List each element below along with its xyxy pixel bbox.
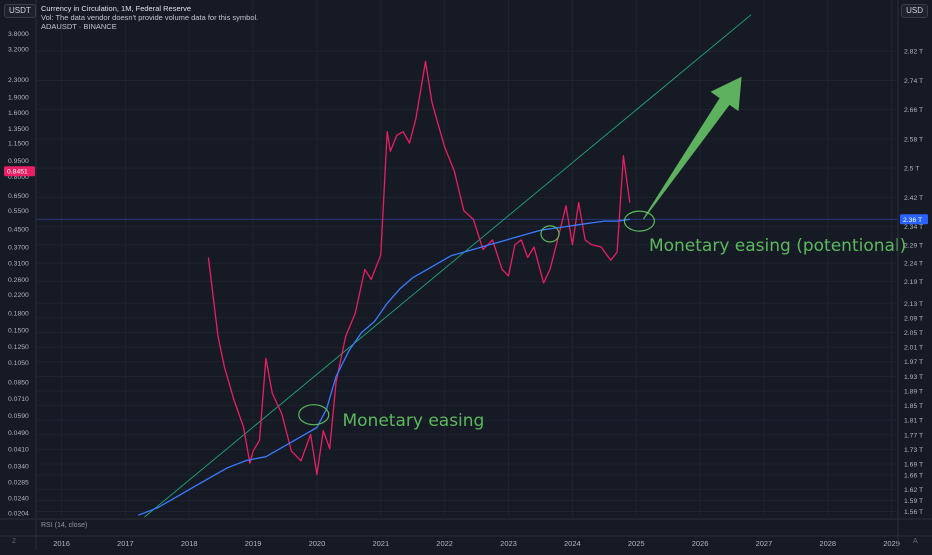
x-tick-label: 2027 (756, 539, 773, 548)
trend-line (144, 14, 752, 518)
right-tick-label: 1.89 T (904, 388, 923, 395)
current-circulation-label: 2.36 T (903, 217, 922, 224)
x-tick-label: 2023 (500, 539, 517, 548)
left-tick-label: 1.1500 (8, 140, 29, 147)
right-tick-label: 2.58 T (904, 136, 923, 143)
left-tick-label: 0.1500 (8, 327, 29, 334)
trend-layer (36, 14, 898, 518)
left-tick-label: 3.8000 (8, 31, 29, 38)
right-tick-label: 1.77 T (904, 432, 923, 439)
x-tick-label: 2021 (372, 539, 389, 548)
x-tick-label: 2017 (117, 539, 134, 548)
x-tick-label: 2016 (53, 539, 70, 548)
current-circulation-badge (900, 214, 928, 225)
left-tick-label: 0.4500 (8, 227, 29, 234)
right-tick-label: 2.29 T (904, 242, 923, 249)
circulation-series-line (137, 218, 630, 516)
left-tick-label: 0.2600 (8, 277, 29, 284)
right-tick-label: 1.69 T (904, 462, 923, 469)
right-tick-label: 2.19 T (904, 279, 923, 286)
price-series-line (207, 60, 631, 476)
grid (36, 0, 898, 517)
left-tick-label: 0.0590 (8, 413, 29, 420)
annotation-layer: Monetary easing Monetary easing (potentio… (298, 76, 906, 431)
current-price-badge (4, 166, 35, 177)
left-tick-label: 0.3700 (8, 245, 29, 252)
right-tick-label: 1.66 T (904, 472, 923, 479)
right-tick-label: 2.13 T (904, 301, 923, 308)
auto-scale-button[interactable]: A (913, 538, 918, 545)
left-tick-label: 1.3500 (8, 126, 29, 133)
right-tick-label: 2.74 T (904, 78, 923, 85)
right-currency-selector[interactable]: USD (901, 4, 928, 18)
right-tick-label: 2.01 T (904, 345, 923, 352)
x-tick-label: 2022 (436, 539, 453, 548)
right-tick-label: 2.42 T (904, 195, 923, 202)
left-tick-label: 1.6000 (8, 110, 29, 117)
x-tick-label: 2019 (245, 539, 262, 548)
x-tick-label: 2028 (819, 539, 836, 548)
annotation-text: Monetary easing (342, 411, 484, 431)
x-tick-label: 2024 (564, 539, 581, 548)
left-tick-label: 0.0204 (8, 510, 29, 517)
symbol-label[interactable]: ADAUSDT · BINANCE (41, 22, 117, 31)
rsi-label[interactable]: RSI (14, close) (41, 522, 88, 529)
annotation-circle (623, 210, 656, 232)
x-tick-label: 2018 (181, 539, 198, 548)
right-tick-label: 2.82 T (904, 49, 923, 56)
left-tick-label: 0.6500 (8, 193, 29, 200)
x-tick-label: 2026 (692, 539, 709, 548)
left-tick-label: 0.0240 (8, 495, 29, 502)
left-tick-label: 0.0710 (8, 396, 29, 403)
right-tick-label: 2.09 T (904, 315, 923, 322)
legend: Currency in Circulation, 1M, Federal Res… (41, 4, 258, 31)
right-tick-label: 2.05 T (904, 330, 923, 337)
left-tick-label: 0.5500 (8, 208, 29, 215)
annotation-circle (540, 225, 560, 243)
right-tick-label: 1.97 T (904, 359, 923, 366)
right-tick-label: 1.56 T (904, 509, 923, 516)
right-tick-label: 1.81 T (904, 418, 923, 425)
right-tick-label: 1.73 T (904, 447, 923, 454)
left-tick-label: 3.2000 (8, 47, 29, 54)
left-tick-label: 0.2200 (8, 292, 29, 299)
left-tick-label: 1.9000 (8, 94, 29, 101)
right-tick-label: 1.93 T (904, 374, 923, 381)
x-tick-label: 2029 (883, 539, 900, 548)
annotation-circle (298, 404, 330, 426)
right-tick-label: 1.85 T (904, 403, 923, 410)
left-tick-label: 0.9500 (8, 158, 29, 165)
left-tick-label: 0.1050 (8, 360, 29, 367)
x-tick-label: 2020 (309, 539, 326, 548)
left-tick-label: 2.3000 (8, 77, 29, 84)
series-layer (137, 60, 631, 516)
right-tick-label: 1.59 T (904, 498, 923, 505)
timezone-button[interactable]: 2 (12, 538, 16, 545)
annotation-arrow (643, 76, 742, 220)
left-tick-label: 0.0410 (8, 446, 29, 453)
left-tick-label: 0.0850 (8, 379, 29, 386)
x-tick-label: 2025 (628, 539, 645, 548)
current-price-label: 0.8451 (7, 169, 28, 176)
left-tick-label: 0.3100 (8, 261, 29, 268)
left-tick-label: 0.1250 (8, 344, 29, 351)
left-tick-label: 0.8000 (8, 174, 29, 181)
annotation-text: Monetary easing (potentional) (649, 236, 906, 256)
left-tick-label: 0.0340 (8, 464, 29, 471)
left-tick-label: 0.0285 (8, 480, 29, 487)
left-tick-label: 0.0490 (8, 430, 29, 437)
right-tick-label: 2.34 T (904, 224, 923, 231)
series-title[interactable]: Currency in Circulation, 1M, Federal Res… (41, 4, 192, 13)
right-tick-label: 2.66 T (904, 107, 923, 114)
right-tick-label: 1.62 T (904, 487, 923, 494)
currency-selector[interactable]: USDT (4, 4, 36, 18)
right-tick-label: 2.24 T (904, 261, 923, 268)
right-tick-label: 2.5 T (904, 166, 919, 173)
left-tick-label: 0.1800 (8, 311, 29, 318)
volume-note: Vol: The data vendor doesn't provide vol… (41, 13, 259, 22)
